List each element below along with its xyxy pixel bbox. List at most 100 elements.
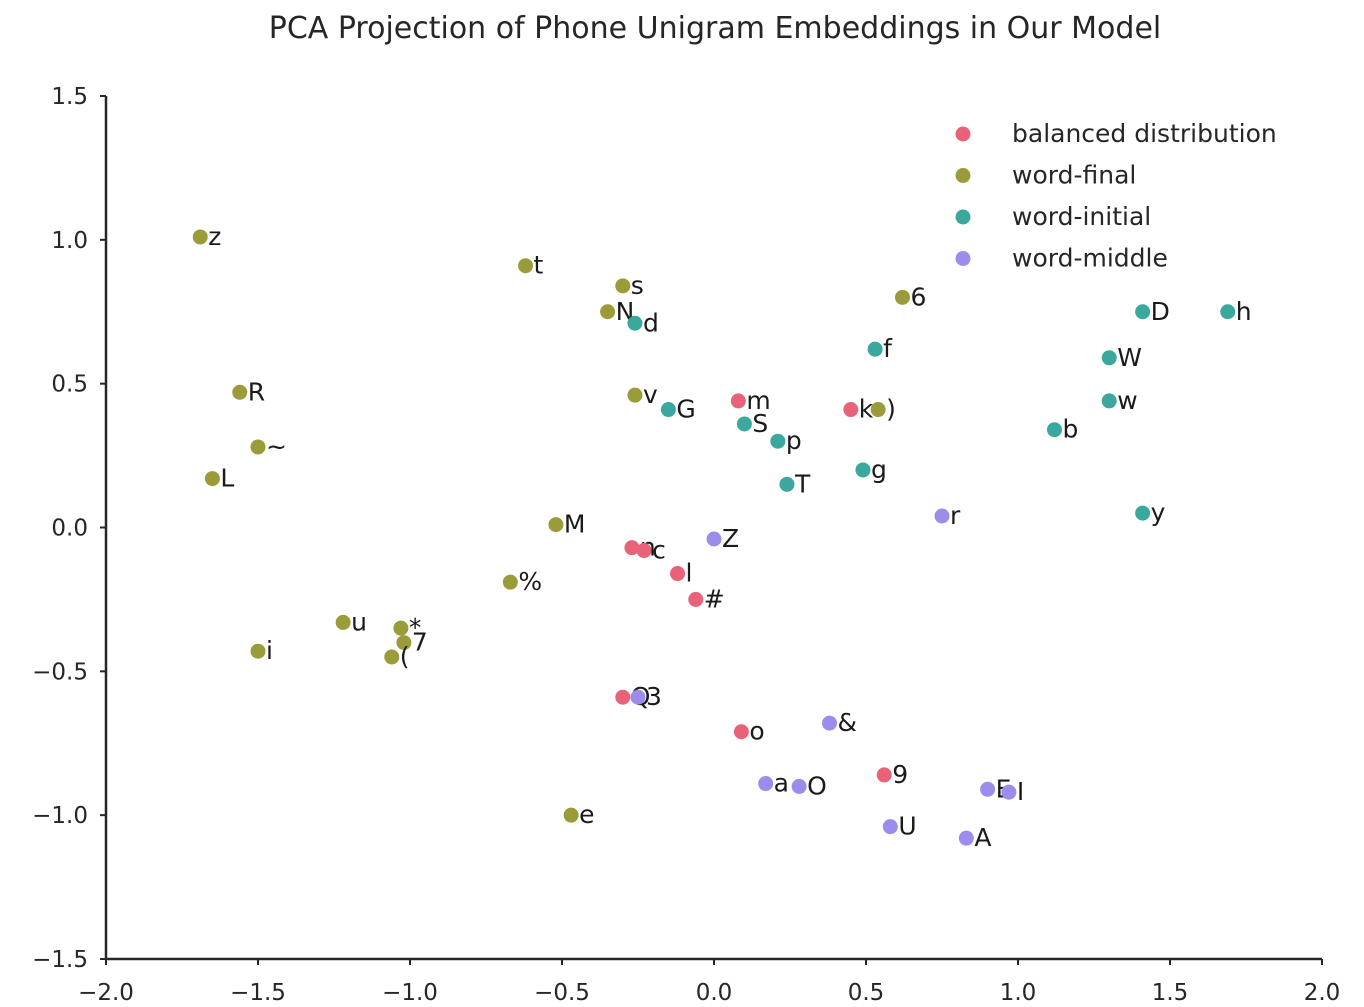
point-label: W: [1117, 343, 1142, 372]
point-label: y: [1151, 498, 1166, 527]
legend-label: word-middle: [1012, 244, 1168, 273]
series-word-middle: rZ3&aOEIUA: [630, 501, 1024, 852]
y-tick-label: 0.5: [51, 372, 88, 398]
data-point: [232, 384, 248, 400]
data-points: mkncl#Qo9ztsN6Rv)~LM%u*7(iedDhfWGwSbpgTy…: [192, 222, 1252, 852]
x-tick-label: −1.5: [230, 980, 286, 1006]
data-point: [670, 566, 686, 582]
point-label: S: [752, 409, 768, 438]
point-label: i: [266, 636, 273, 665]
axes: −1.5 −1.0 −0.5 0.0 0.5 1.0 1.5 −2.0 −1.5 −1.0 −0.5…: [32, 84, 1340, 1006]
data-point: [502, 574, 518, 590]
data-point: [384, 649, 400, 665]
legend-marker: [955, 168, 971, 183]
y-tick-label: 1.0: [51, 228, 88, 254]
data-point: [660, 402, 676, 418]
point-label: c: [652, 536, 666, 565]
y-tick-label: 0.0: [51, 516, 88, 542]
point-label: U: [898, 812, 916, 841]
series-balanced-distribution: mkncl#Qo9: [615, 386, 908, 789]
legend-item: word-initial: [955, 202, 1151, 231]
data-point: [870, 402, 886, 418]
point-label: I: [1017, 777, 1024, 806]
data-point: [636, 543, 652, 559]
data-point: [1220, 304, 1236, 320]
x-tick-label: −2.0: [78, 980, 134, 1006]
data-point: [934, 508, 950, 524]
data-point: [770, 433, 786, 449]
point-label: ): [886, 395, 896, 424]
x-tick-label: 2.0: [1304, 980, 1341, 1006]
point-label: #: [704, 584, 725, 613]
point-label: 7: [412, 628, 428, 657]
legend-item: word-middle: [955, 244, 1168, 273]
point-label: 9: [892, 760, 908, 789]
data-point: [615, 689, 631, 705]
point-label: 3: [646, 682, 662, 711]
point-label: L: [220, 464, 234, 493]
data-point: [758, 776, 774, 792]
point-label: b: [1062, 415, 1078, 444]
x-tick-label: 0.5: [848, 980, 885, 1006]
point-label: &: [838, 708, 858, 737]
point-label: z: [208, 222, 221, 251]
data-point: [548, 517, 564, 533]
data-point: [627, 315, 643, 331]
point-label: T: [794, 469, 811, 498]
chart-title: PCA Projection of Phone Unigram Embeddin…: [269, 11, 1162, 46]
point-label: w: [1117, 386, 1137, 415]
data-point: [393, 620, 409, 636]
data-point: [730, 393, 746, 409]
point-label: t: [534, 251, 544, 280]
data-point: [624, 540, 640, 556]
point-label: d: [643, 308, 659, 337]
data-point: [518, 258, 534, 274]
point-label: 6: [910, 282, 926, 311]
data-point: [192, 229, 208, 245]
x-tick-label: 1.5: [1152, 980, 1189, 1006]
point-label: r: [950, 501, 961, 530]
data-point: [876, 767, 892, 783]
data-point: [615, 278, 631, 294]
point-label: l: [686, 559, 693, 588]
y-tick-label: −1.5: [32, 947, 88, 973]
point-label: m: [746, 386, 770, 415]
data-point: [627, 387, 643, 403]
point-label: f: [883, 334, 893, 363]
data-point: [867, 341, 883, 357]
point-label: O: [807, 771, 827, 800]
point-label: k: [859, 395, 874, 424]
x-tick-label: 0.0: [696, 980, 733, 1006]
data-point: [843, 402, 859, 418]
x-tick-label: 1.0: [1000, 980, 1037, 1006]
data-point: [980, 781, 996, 797]
y-tick-label: 1.5: [51, 84, 88, 110]
data-point: [688, 591, 704, 607]
point-label: *: [409, 613, 422, 642]
legend-label: word-initial: [1012, 202, 1151, 231]
data-point: [1001, 784, 1017, 800]
point-label: e: [579, 800, 594, 829]
data-point: [204, 471, 220, 487]
legend-marker: [955, 251, 971, 266]
data-point: [630, 689, 646, 705]
legend-item: word-final: [955, 161, 1136, 190]
data-point: [563, 807, 579, 823]
data-point: [733, 724, 749, 740]
legend: balanced distribution word-final word-init…: [955, 119, 1277, 273]
data-point: [882, 819, 898, 835]
data-point: [779, 476, 795, 492]
point-label: (: [400, 642, 410, 671]
data-point: [335, 614, 351, 630]
legend-label: word-final: [1012, 161, 1136, 190]
point-label: M: [564, 510, 586, 539]
x-tick-label: −0.5: [534, 980, 590, 1006]
y-tick-label: −0.5: [32, 659, 88, 685]
point-label: %: [518, 567, 542, 596]
data-point: [822, 715, 838, 731]
data-point: [250, 643, 266, 659]
legend-marker: [955, 126, 971, 142]
x-tick-label: −1.0: [382, 980, 438, 1006]
